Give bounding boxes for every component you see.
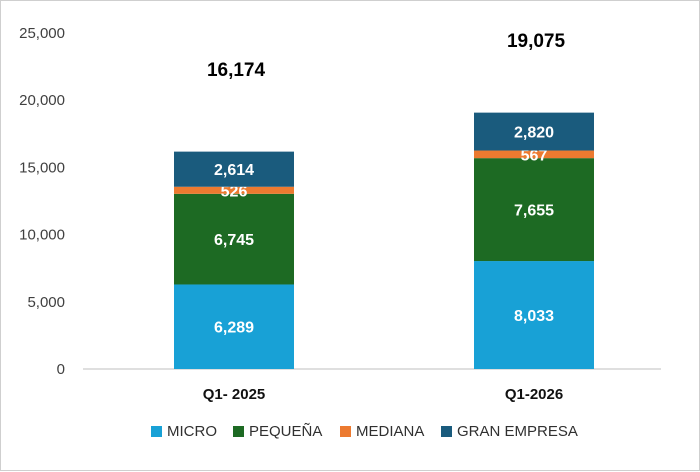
total-label: 19,075 (507, 31, 566, 52)
data-label: 8,033 (514, 308, 554, 325)
data-label: 2,614 (214, 162, 254, 179)
bar-segment-pequeña (474, 158, 594, 262)
legend-swatch-micro (151, 426, 162, 437)
legend-label: PEQUEÑA (249, 423, 322, 440)
data-label: 6,745 (214, 232, 254, 249)
x-tick-label: Q1- 2025 (203, 386, 266, 403)
y-tick-label: 10,000 (19, 227, 65, 244)
bar-segment-micro (474, 261, 594, 369)
data-label: 526 (221, 183, 248, 200)
bar-segment-mediana (474, 150, 594, 159)
legend-label: MEDIANA (356, 423, 424, 440)
y-tick-label: 15,000 (19, 159, 65, 176)
legend-label: MICRO (167, 423, 217, 440)
legend-swatch-pequeña (233, 426, 244, 437)
legend-label: GRAN EMPRESA (457, 423, 578, 440)
data-label: 2,820 (514, 125, 554, 142)
y-tick-label: 20,000 (19, 92, 65, 109)
data-label: 7,655 (514, 203, 554, 220)
data-label: 567 (521, 147, 548, 164)
x-tick-label: Q1-2026 (505, 386, 563, 403)
y-tick-label: 5,000 (27, 294, 65, 311)
bar-segment-gran-empresa (474, 112, 594, 151)
data-label: 6,289 (214, 320, 254, 337)
bar-segment-gran-empresa (174, 151, 294, 187)
legend-swatch-mediana (340, 426, 351, 437)
bar-segment-mediana (174, 186, 294, 194)
legend-swatch-gran-empresa (441, 426, 452, 437)
total-label: 16,174 (207, 60, 266, 81)
y-tick-label: 25,000 (19, 25, 65, 42)
bar-segment-micro (174, 284, 294, 369)
bar-segment-pequeña (174, 193, 294, 285)
y-tick-label: 0 (57, 361, 65, 378)
